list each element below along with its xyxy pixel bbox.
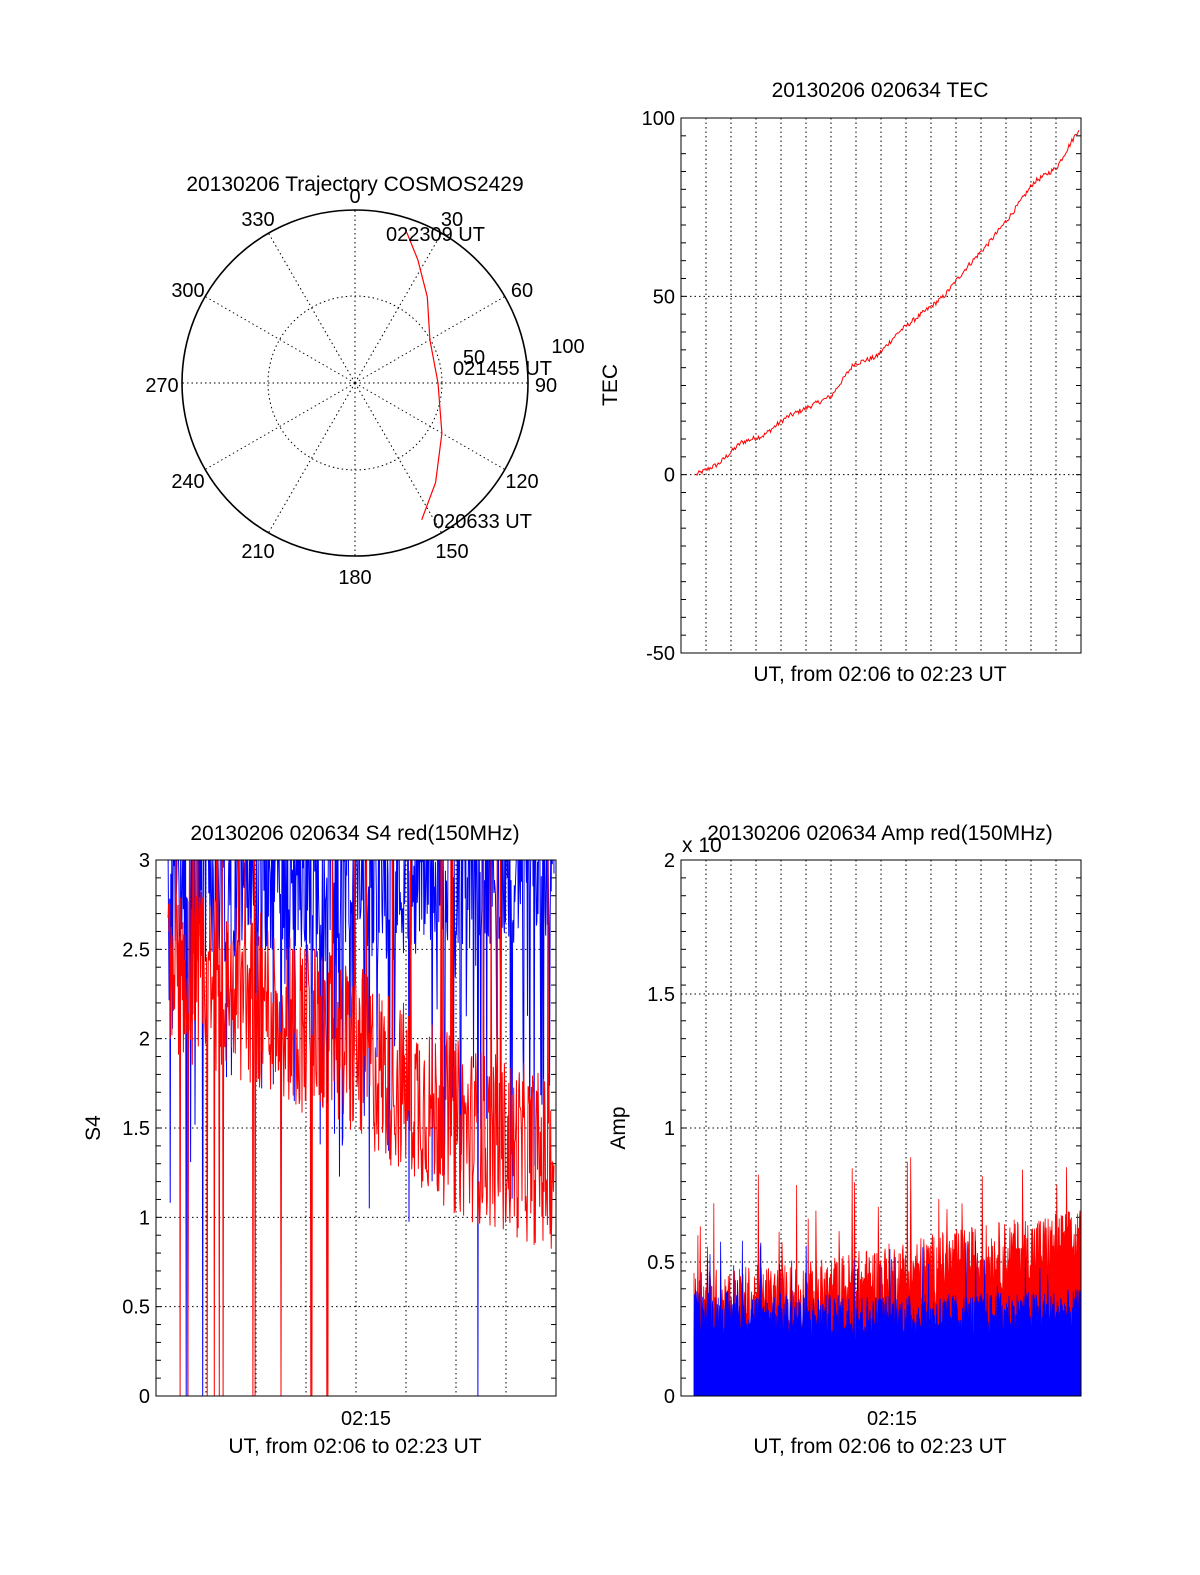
polar-outer-ring <box>181 209 529 557</box>
y-tick-label: 1 <box>664 1118 675 1140</box>
polar-angle-label: 270 <box>145 375 178 397</box>
amp-y-axis-label: Amp <box>607 1106 630 1149</box>
tec-y-axis-label: TEC <box>599 364 622 406</box>
s4-chart-title: 20130206 020634 S4 red(150MHz) <box>190 822 519 845</box>
polar-spoke <box>354 382 506 470</box>
y-tick-label: 0 <box>664 1386 675 1408</box>
trajectory-mid-time-label: 021455 UT <box>453 358 552 380</box>
y-tick-label: 3 <box>139 850 150 872</box>
y-tick-label: 0.5 <box>122 1297 150 1319</box>
y-tick-label: 0.5 <box>647 1252 675 1274</box>
satellite-trajectory-line <box>406 232 443 521</box>
s4-x-tick-label: 02:15 <box>341 1408 391 1430</box>
s4-panel: 20130206 020634 S4 red(150MHz) 0 0.5 1 1.5 2… <box>82 822 557 1458</box>
amp-blue-series-area <box>693 1240 1082 1397</box>
y-tick-label: 50 <box>653 286 675 308</box>
y-tick-label: 1.5 <box>647 984 675 1006</box>
polar-angle-label: 60 <box>511 280 533 302</box>
trajectory-end-time-label: 022309 UT <box>386 224 485 246</box>
amp-x-tick-label: 02:15 <box>867 1408 917 1430</box>
polar-angle-label: 120 <box>505 471 538 493</box>
y-tick-label: 0 <box>664 465 675 487</box>
polar-angle-label: 0 <box>349 186 360 208</box>
polar-spoke <box>268 232 356 384</box>
y-tick-label: 2.5 <box>122 939 150 961</box>
polar-trajectory-panel: 20130206 Trajectory COSMOS2429 0 30 60 90 12… <box>145 173 584 589</box>
amp-chart-title: 20130206 020634 Amp red(150MHz) <box>707 822 1053 845</box>
polar-angle-label: 330 <box>241 209 274 231</box>
tec-chart-title: 20130206 020634 TEC <box>772 79 989 102</box>
polar-chart-title: 20130206 Trajectory COSMOS2429 <box>186 173 523 196</box>
y-tick-label: 0 <box>139 1386 150 1408</box>
y-tick-label: 2 <box>139 1029 150 1051</box>
tec-series-line <box>695 129 1080 477</box>
trajectory-start-time-label: 020633 UT <box>433 511 532 533</box>
polar-spoke <box>354 382 442 534</box>
polar-angle-label: 240 <box>171 471 204 493</box>
y-tick-label: -50 <box>646 643 675 665</box>
s4-plot-frame <box>155 859 557 1397</box>
polar-angle-label: 180 <box>338 567 371 589</box>
polar-angle-label: 90 <box>535 375 557 397</box>
y-tick-label: 1 <box>139 1207 150 1229</box>
s4-y-axis-label: S4 <box>82 1115 105 1141</box>
amp-panel: 20130206 020634 Amp red(150MHz) x 10 0 0.… <box>607 822 1082 1458</box>
polar-spoke <box>204 382 356 470</box>
tec-plot-frame <box>680 117 1082 654</box>
y-tick-label: 1.5 <box>122 1118 150 1140</box>
amp-x-axis-label: UT, from 02:06 to 02:23 UT <box>753 1435 1006 1458</box>
polar-spoke <box>354 232 442 384</box>
polar-spoke <box>204 296 356 384</box>
y-tick-label: 100 <box>642 108 675 130</box>
polar-spoke <box>268 382 356 534</box>
polar-angle-label: 300 <box>171 280 204 302</box>
polar-angle-label: 30 <box>441 209 463 231</box>
polar-angle-label: 210 <box>241 541 274 563</box>
y-tick-label: 2 <box>664 850 675 872</box>
polar-radial-label: 100 <box>551 336 584 358</box>
s4-red-series-line <box>167 860 555 1396</box>
s4-x-axis-label: UT, from 02:06 to 02:23 UT <box>228 1435 481 1458</box>
polar-radial-label: 50 <box>463 347 485 369</box>
amp-plot-frame <box>680 859 1082 1397</box>
amp-scale-label: x 10 <box>682 834 722 857</box>
polar-angle-label: 150 <box>435 541 468 563</box>
tec-x-axis-label: UT, from 02:06 to 02:23 UT <box>753 663 1006 686</box>
tec-panel: 20130206 020634 TEC -50 0 50 100 UT, from 0… <box>599 79 1082 686</box>
